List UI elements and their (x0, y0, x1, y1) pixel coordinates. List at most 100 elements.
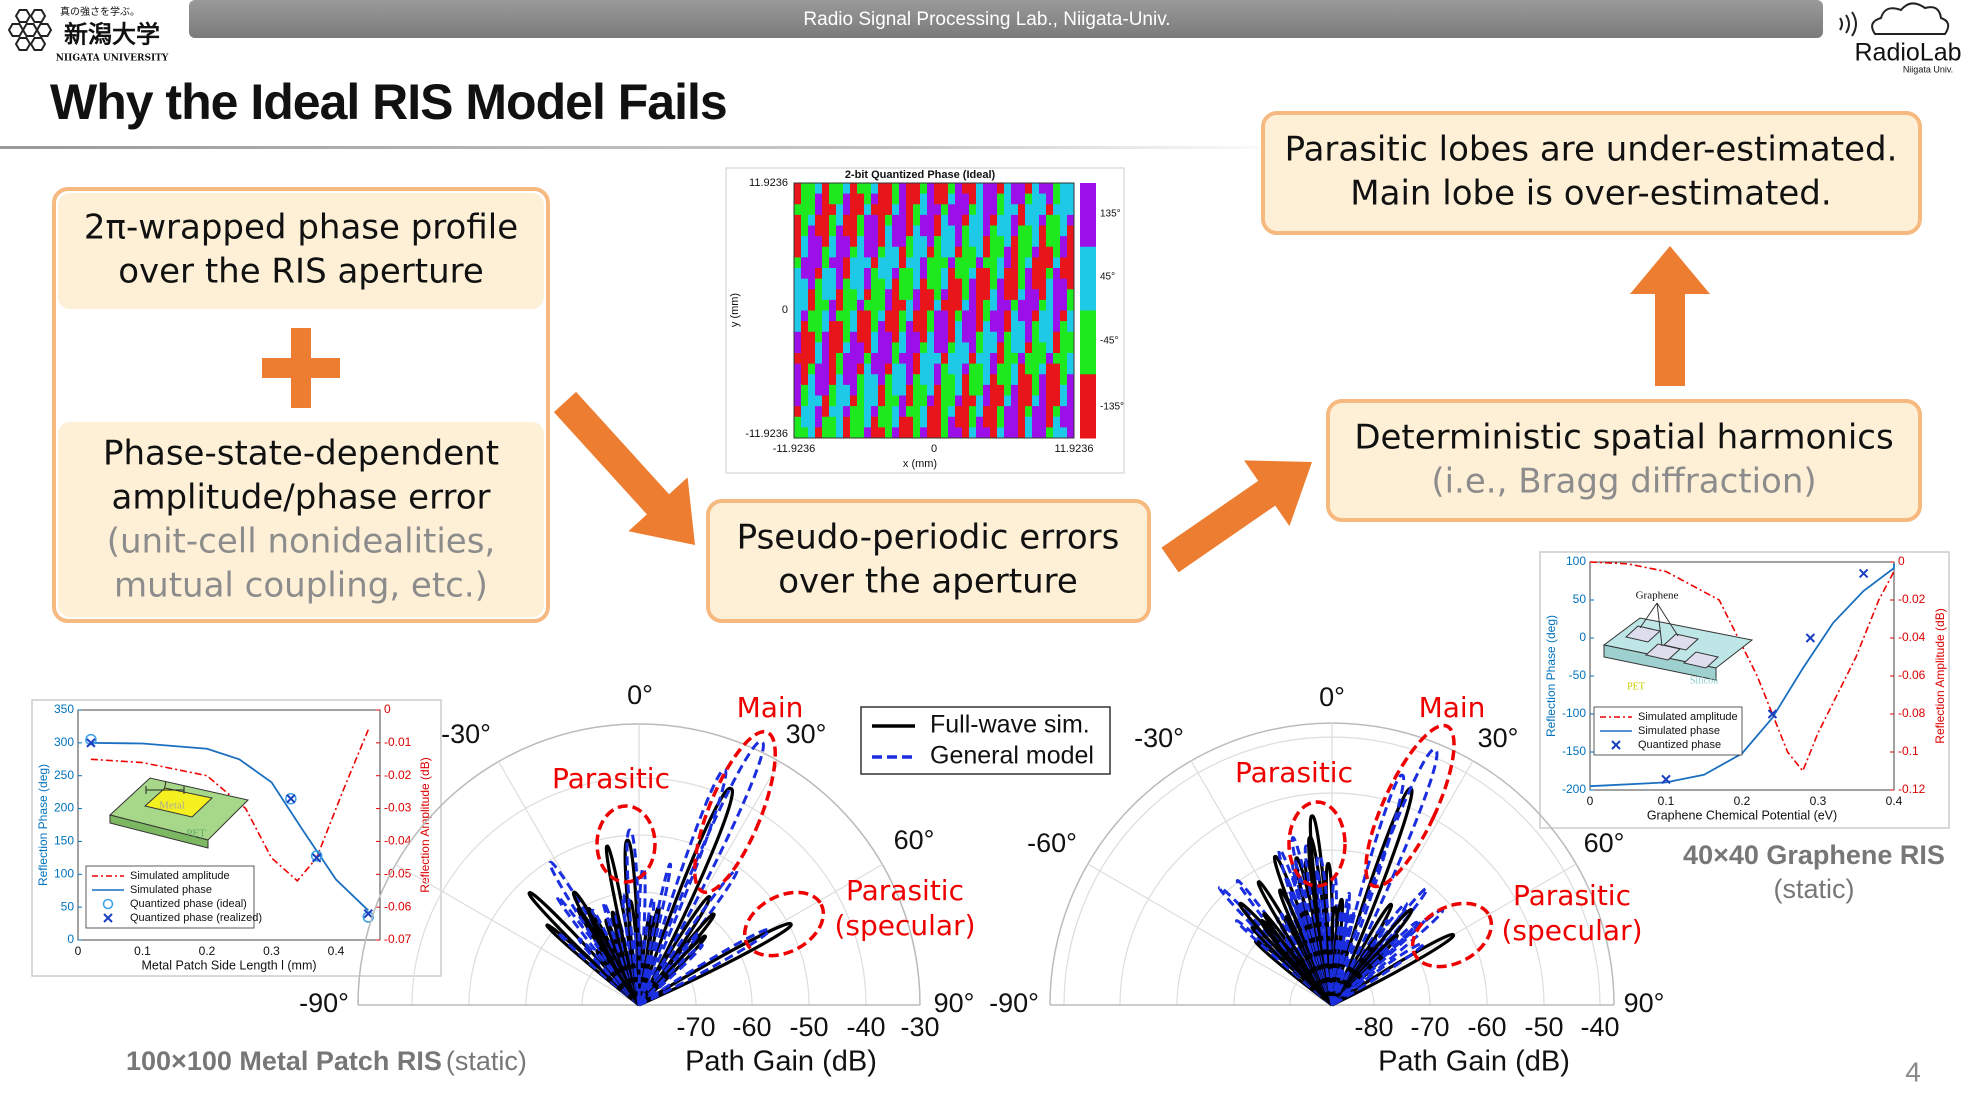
phase-cell (948, 257, 956, 269)
phase-cell (941, 214, 949, 226)
legend-label: Simulated amplitude (1638, 711, 1738, 723)
phase-cell (836, 427, 844, 439)
phase-cell (808, 427, 816, 439)
phase-cell (997, 384, 1005, 396)
phase-cell (1039, 416, 1047, 428)
phase-cell (1053, 299, 1061, 311)
phase-cell (913, 289, 921, 301)
phase-cell (1004, 268, 1012, 280)
phase-cell (927, 268, 935, 280)
phase-cell (934, 214, 942, 226)
phase-cell (1039, 406, 1047, 418)
phase-cell (927, 321, 935, 333)
phase-cell (822, 384, 830, 396)
phase-cell (990, 353, 998, 365)
y2-tick-label: -0.02 (384, 768, 412, 782)
phase-cell (878, 342, 886, 354)
phase-cell (969, 321, 977, 333)
phase-cell (920, 268, 928, 280)
phase-cell (941, 193, 949, 205)
phase-cell (1060, 214, 1068, 226)
phase-cell (808, 183, 816, 195)
phase-cell (920, 331, 928, 343)
phase-cell (934, 416, 942, 428)
phase-cell (920, 384, 928, 396)
phase-cell (962, 342, 970, 354)
phase-cell (864, 353, 872, 365)
phase-cell (1039, 236, 1047, 248)
phase-cell (801, 299, 809, 311)
colorbar-segment (1080, 310, 1096, 375)
phase-cell (969, 225, 977, 237)
phase-cell (871, 268, 879, 280)
phase-cell (1004, 321, 1012, 333)
phase-cell (913, 427, 921, 439)
box-text: over the aperture (778, 562, 1078, 602)
phase-cell (1046, 374, 1054, 386)
phase-cell (808, 278, 816, 290)
phase-cell (1018, 395, 1026, 407)
model-lobe (1330, 773, 1406, 1006)
phase-cell (892, 204, 900, 216)
phase-cell (871, 321, 879, 333)
phase-cell (983, 331, 991, 343)
model-lobe (637, 768, 728, 1006)
box-panel (58, 193, 544, 309)
x-tick-label: 0.4 (1886, 794, 1903, 808)
plot-border (793, 182, 1075, 439)
phase-cell (801, 310, 809, 322)
phase-cell (941, 236, 949, 248)
angle-label: 60° (1584, 828, 1625, 858)
phase-cell (899, 321, 907, 333)
banner (189, 0, 1823, 38)
phase-cell (829, 384, 837, 396)
angle-label: 0° (1319, 682, 1345, 712)
phase-cell (1004, 236, 1012, 248)
phase-cell (871, 214, 879, 226)
phase-cell (976, 246, 984, 258)
phase-cell (1004, 193, 1012, 205)
phase-cell (885, 331, 893, 343)
phase-cell (822, 236, 830, 248)
phase-cell (990, 310, 998, 322)
phase-cell (1046, 363, 1054, 375)
phase-cell (829, 268, 837, 280)
phase-cell (822, 427, 830, 439)
phase-cell (969, 310, 977, 322)
phase-cell (899, 214, 907, 226)
phase-cell (836, 183, 844, 195)
phase-cell (990, 236, 998, 248)
phase-cell (906, 427, 914, 439)
phase-cell (892, 416, 900, 428)
phase-cell (878, 193, 886, 205)
phase-cell (899, 246, 907, 258)
phase-cell (836, 289, 844, 301)
phase-cell (1011, 225, 1019, 237)
phase-cell (885, 427, 893, 439)
phase-cell (1004, 278, 1012, 290)
phase-cell (1039, 384, 1047, 396)
phase-cell (913, 257, 921, 269)
phase-cell (1011, 321, 1019, 333)
phase-cell (1053, 310, 1061, 322)
substrate-side (1603, 644, 1717, 681)
box-text: Pseudo-periodic errors (737, 518, 1120, 558)
phase-cell (836, 321, 844, 333)
phase-cell (962, 299, 970, 311)
phase-cell (997, 278, 1005, 290)
phase-cell (829, 299, 837, 311)
title-rule (0, 146, 1300, 149)
phase-cell (969, 416, 977, 428)
phase-cell (1060, 416, 1068, 428)
phase-cell (1067, 289, 1075, 301)
phase-cell (1046, 246, 1054, 258)
phase-cell (969, 278, 977, 290)
phase-cell (794, 321, 802, 333)
marker-ideal (85, 733, 97, 746)
phase-cell (1067, 214, 1075, 226)
phase-cell (990, 204, 998, 216)
axis-label: Path Gain (dB) (1378, 1046, 1570, 1078)
y-tick-label: -150 (1562, 744, 1586, 758)
phase-cell (1032, 353, 1040, 365)
phase-cell (969, 374, 977, 386)
